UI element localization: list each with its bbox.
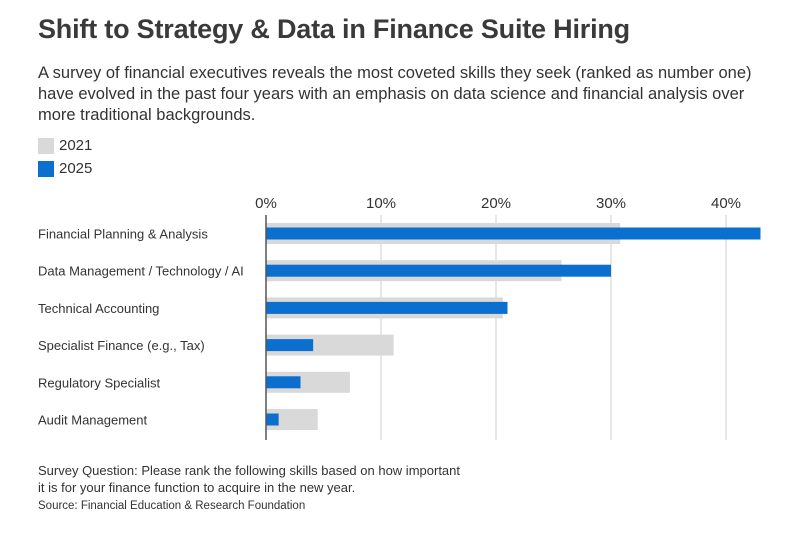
x-tick-label-40: 40% bbox=[711, 195, 741, 212]
bar-2025 bbox=[266, 376, 301, 389]
category-label: Data Management / Technology / AI bbox=[38, 264, 244, 279]
category-label: Specialist Finance (e.g., Tax) bbox=[38, 338, 205, 353]
x-tick-label-20: 20% bbox=[481, 195, 511, 212]
category-label: Financial Planning & Analysis bbox=[38, 227, 208, 242]
source-note: Source: Financial Education & Research F… bbox=[38, 500, 306, 512]
category-label: Regulatory Specialist bbox=[38, 375, 161, 390]
chart-title: Shift to Strategy & Data in Finance Suit… bbox=[38, 14, 630, 44]
x-tick-label-0: 0% bbox=[255, 195, 277, 212]
bar-2025 bbox=[266, 227, 761, 240]
chart-subtitle: A survey of financial executives reveals… bbox=[38, 64, 752, 124]
bar-2025 bbox=[266, 301, 508, 314]
category-label: Audit Management bbox=[38, 413, 148, 428]
bar-2025 bbox=[266, 339, 314, 352]
survey-question-note: Survey Question: Please rank the followi… bbox=[38, 463, 460, 495]
bar-2025 bbox=[266, 264, 611, 277]
legend: 2021 2025 bbox=[38, 134, 92, 180]
x-tick-label-10: 10% bbox=[366, 195, 396, 212]
legend-item-2025: 2025 bbox=[38, 157, 92, 180]
legend-item-2021: 2021 bbox=[38, 134, 92, 157]
category-label: Technical Accounting bbox=[38, 301, 159, 316]
bar-2021 bbox=[266, 409, 318, 430]
x-tick-label-30: 30% bbox=[596, 195, 626, 212]
legend-swatch-2025 bbox=[38, 160, 54, 177]
legend-label-2025: 2025 bbox=[59, 160, 93, 177]
legend-label-2021: 2021 bbox=[59, 137, 93, 154]
bar-2025 bbox=[266, 413, 279, 426]
legend-swatch-2021 bbox=[38, 137, 54, 154]
